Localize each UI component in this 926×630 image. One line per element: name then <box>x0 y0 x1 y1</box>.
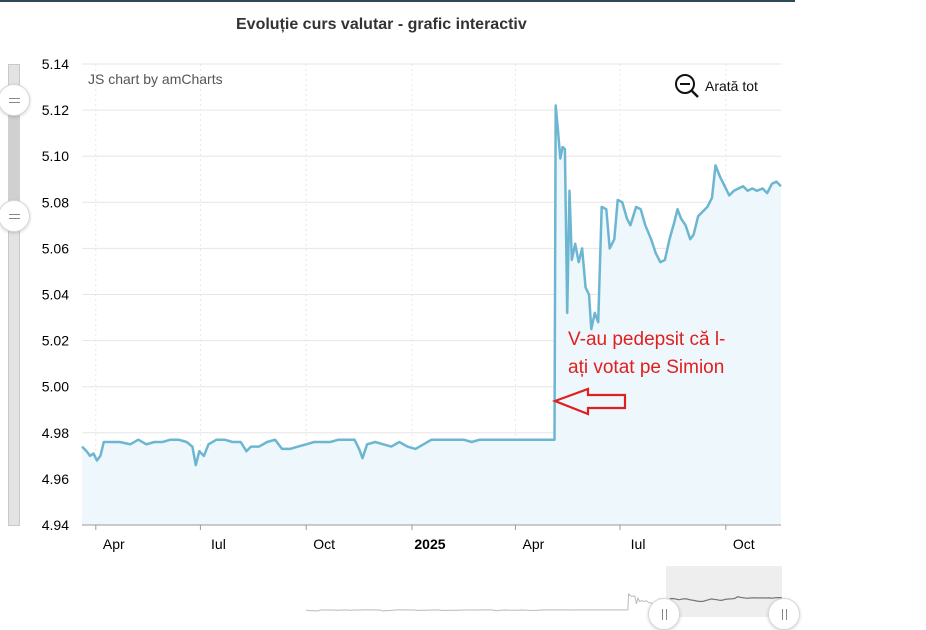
y-tick-label: 4.94 <box>42 517 69 533</box>
x-axis-ticks: Apr Iul Oct 2025 Apr Iul Oct <box>95 525 755 552</box>
show-all-zoom-button[interactable]: Arată tot <box>674 73 758 99</box>
y-tick-label: 4.96 <box>42 471 69 487</box>
annotation-arrow <box>551 387 627 416</box>
x-tick-label: Iul <box>631 536 646 552</box>
series-line[interactable] <box>81 104 782 467</box>
y-tick-label: 5.00 <box>42 379 69 395</box>
navigator-left-grip[interactable] <box>648 598 680 630</box>
y-tick-label: 5.02 <box>42 333 69 349</box>
chart-credit-link[interactable]: JS chart by amCharts <box>88 71 223 87</box>
y-tick-label: 5.08 <box>42 194 69 210</box>
arrow-left-icon <box>551 387 627 416</box>
zoom-out-icon <box>675 74 699 98</box>
x-tick-label: Apr <box>103 536 125 552</box>
y-tick-label: 5.12 <box>42 102 69 118</box>
x-tick-label: Iul <box>211 536 226 552</box>
top-rule <box>0 0 795 2</box>
navigator-selection[interactable] <box>666 566 782 617</box>
chart-plot: 4.94 4.96 4.98 5.00 5.02 5.04 5.06 5.08 5.10 5.12… <box>42 56 782 552</box>
show-all-label: Arată tot <box>705 78 758 94</box>
vertical-scrollbar-thumb[interactable] <box>8 100 20 216</box>
vertical-scrollbar-top-grip[interactable] <box>0 84 30 116</box>
navigator-selected-series-line <box>668 596 783 603</box>
vertical-scrollbar-bottom-grip[interactable] <box>0 200 30 232</box>
x-tick-label: Oct <box>313 536 335 552</box>
y-axis-ticks: 4.94 4.96 4.98 5.00 5.02 5.04 5.06 5.08 5.10 5.12… <box>42 56 69 533</box>
navigator-right-grip[interactable] <box>768 598 800 630</box>
y-tick-label: 5.04 <box>42 287 69 303</box>
x-tick-label: Apr <box>523 536 545 552</box>
x-tick-label: 2025 <box>414 536 445 552</box>
y-tick-label: 5.10 <box>42 148 69 164</box>
x-tick-label: Oct <box>733 536 755 552</box>
annotation-text: V-au pedepsit că l- ați votat pe Simion <box>568 326 725 382</box>
annotation-line-2: ați votat pe Simion <box>568 357 725 378</box>
annotation-line-1: V-au pedepsit că l- <box>568 329 726 350</box>
y-tick-label: 5.14 <box>42 56 69 72</box>
y-tick-label: 4.98 <box>42 425 69 441</box>
chart-title: Evoluție curs valutar - grafic interacti… <box>236 16 527 33</box>
range-navigator[interactable] <box>0 0 926 617</box>
y-tick-label: 5.06 <box>42 240 69 256</box>
